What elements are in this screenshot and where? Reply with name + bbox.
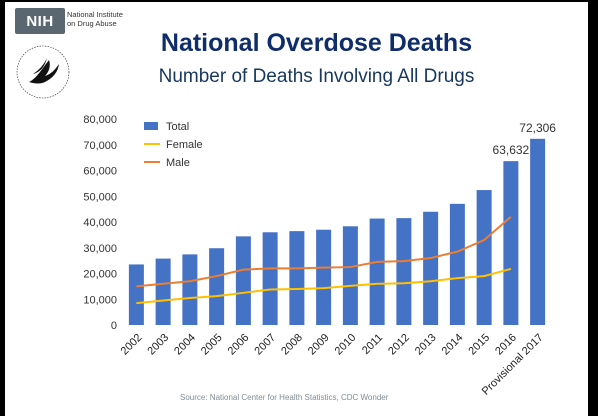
bar-total xyxy=(235,236,251,325)
bar-total xyxy=(209,248,225,325)
y-tick-label: 40,000 xyxy=(83,217,117,229)
legend-label-male: Male xyxy=(166,157,190,169)
x-tick-label: 2011 xyxy=(360,332,385,357)
bar-total xyxy=(316,229,332,325)
x-tick-label: 2003 xyxy=(145,332,171,358)
bar-total xyxy=(342,226,358,325)
y-tick-label: 50,000 xyxy=(83,191,117,203)
bar-total xyxy=(530,138,546,325)
bar-total xyxy=(449,203,465,325)
y-tick-label: 60,000 xyxy=(83,166,117,178)
slide: NIH National Institute on Drug Abuse Nat… xyxy=(5,2,588,416)
y-tick-label: 30,000 xyxy=(83,243,117,255)
x-tick-label: 2009 xyxy=(306,332,332,358)
nih-logo: NIH xyxy=(15,8,65,34)
hhs-eagle-seal-icon xyxy=(16,45,70,99)
bar-total xyxy=(182,254,198,325)
x-tick-label: 2007 xyxy=(252,332,278,358)
x-tick-label: 2015 xyxy=(466,332,492,358)
bar-total xyxy=(262,232,278,325)
data-label: 63,632 xyxy=(493,143,530,157)
bar-total xyxy=(423,211,439,325)
data-label: 72,306 xyxy=(519,121,556,135)
institute-name-line-2: on Drug Abuse xyxy=(67,19,117,28)
source-note: Source: National Center for Health Stati… xyxy=(180,393,389,402)
bar-total xyxy=(155,258,171,325)
chart-title: National Overdose Deaths xyxy=(160,29,473,57)
chart-subtitle: Number of Deaths Involving All Drugs xyxy=(158,66,475,87)
x-tick-label: 2010 xyxy=(333,332,359,358)
x-tick-label: 2004 xyxy=(172,332,198,358)
x-tick-label: 2008 xyxy=(279,332,305,358)
legend-label-female: Female xyxy=(166,139,203,151)
y-tick-label: 70,000 xyxy=(83,140,117,152)
bar-total xyxy=(369,218,385,325)
overdose-chart: 0 10,000 20,000 30,000 40,000 50,000 60,000 70,… xyxy=(83,114,556,398)
x-tick-label: 2005 xyxy=(199,332,225,358)
y-tick-label: 0 xyxy=(111,320,117,332)
bar-total xyxy=(476,190,492,325)
institute-name: National Institute on Drug Abuse xyxy=(67,10,137,28)
bar-total xyxy=(503,161,519,325)
line-female xyxy=(136,267,512,305)
x-tick-label: 2013 xyxy=(413,332,439,358)
institute-name-line-1: National Institute xyxy=(67,10,123,19)
legend-swatch-total xyxy=(144,122,158,130)
line-male xyxy=(136,216,512,288)
x-tick-label: 2012 xyxy=(386,332,412,358)
x-tick-label: 2014 xyxy=(440,332,466,358)
legend-label-total: Total xyxy=(166,121,189,133)
x-tick-label: 2002 xyxy=(119,332,145,358)
y-tick-label: 80,000 xyxy=(83,114,117,126)
bar-total xyxy=(289,231,305,325)
y-tick-label: 10,000 xyxy=(83,294,117,306)
y-tick-label: 20,000 xyxy=(83,269,117,281)
bar-total xyxy=(396,218,412,325)
x-tick-label: 2006 xyxy=(226,332,252,358)
bar-total xyxy=(128,264,144,325)
